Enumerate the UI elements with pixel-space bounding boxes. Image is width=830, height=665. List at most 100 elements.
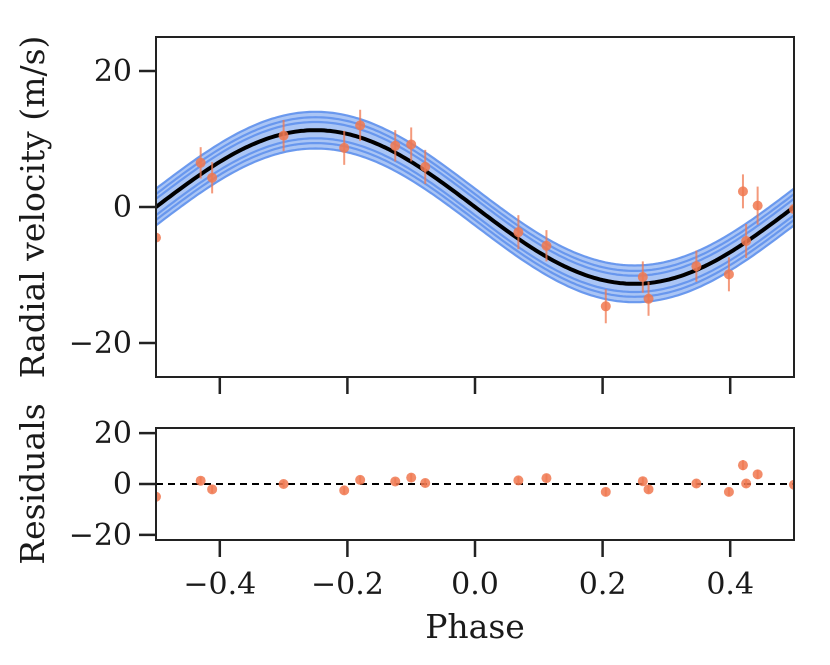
residual-point (420, 477, 431, 488)
rv-marker (600, 301, 611, 312)
residual-marker (637, 476, 648, 487)
residual-ytick-label: 20 (94, 416, 132, 451)
rv-point (420, 149, 431, 184)
residual-point (195, 475, 206, 486)
residual-marker (195, 475, 206, 486)
residual-point (355, 474, 366, 485)
rv-marker (643, 293, 654, 304)
rv-marker (156, 232, 161, 243)
residual-marker (156, 491, 161, 502)
model-curve (156, 128, 794, 286)
rv-point (600, 289, 611, 324)
residual-marker (390, 476, 401, 487)
rv-marker (541, 240, 552, 251)
residual-point (691, 478, 702, 489)
phase-tick-label: −0.2 (311, 567, 384, 602)
residual-point (390, 476, 401, 487)
residual-point (406, 472, 417, 483)
rv-point (278, 119, 289, 152)
residual-marker (643, 484, 654, 495)
rv-point (195, 147, 206, 179)
residual-point (737, 460, 748, 471)
rv-marker (737, 186, 748, 197)
rv-ytick-label: 0 (113, 190, 132, 225)
residual-point (513, 475, 524, 486)
rv-point (789, 193, 794, 225)
rv-ytick-label: 20 (94, 54, 132, 89)
rv-marker (741, 236, 752, 246)
phase-tick-label: −0.4 (183, 567, 256, 602)
phase-tick-label: 0.0 (451, 567, 499, 602)
residual-ylabel: Residuals (13, 403, 52, 564)
rv-marker (195, 157, 206, 168)
residual-point (339, 485, 350, 496)
posterior-draw-line-0-lower (156, 137, 794, 294)
phase-tick-label: 0.4 (706, 567, 754, 602)
rv-marker (637, 272, 648, 283)
rv-marker (789, 204, 794, 215)
rv-ylabel: Radial velocity (m/s) (13, 36, 52, 379)
residual-ticks (139, 431, 732, 557)
residual-ytick-labels: −20 0 20 (69, 416, 132, 553)
residual-marker (278, 479, 289, 489)
rv-marker (691, 261, 702, 272)
rv-point (355, 109, 366, 142)
residual-marker (513, 475, 524, 486)
residual-marker (420, 477, 431, 488)
residual-marker (355, 474, 366, 485)
phase-tick-label: 0.2 (579, 567, 627, 602)
rv-marker (420, 161, 431, 172)
residual-point (156, 491, 161, 502)
residual-point (723, 486, 734, 497)
residual-marker (723, 486, 734, 497)
rv-marker (752, 200, 763, 211)
residual-point (752, 469, 763, 480)
rv-marker (339, 142, 350, 153)
rv-point (723, 257, 734, 292)
rv-ytick-labels: −20 0 20 (69, 54, 132, 361)
rv-point (207, 162, 218, 194)
rv-marker (207, 172, 218, 183)
posterior-draw-line-1-upper (156, 116, 794, 272)
residual-marker (741, 478, 752, 489)
residual-point (741, 478, 752, 489)
rv-marker (355, 120, 366, 131)
residual-marker (406, 472, 417, 483)
posterior-draw-line-1-lower (156, 142, 794, 298)
rv-point (156, 213, 161, 262)
rv-point (741, 224, 752, 258)
rv-ticks (139, 69, 732, 394)
residual-point (600, 486, 611, 497)
residual-point (207, 484, 218, 495)
rv-point (737, 174, 748, 209)
residual-marker (789, 479, 794, 490)
posterior-draw-line-2-lower (156, 147, 794, 304)
residual-marker (600, 486, 611, 497)
rv-point (637, 261, 648, 293)
posterior-draw-line-2-upper (156, 110, 794, 267)
phase-xlabel: Phase (425, 607, 525, 646)
rv-marker (390, 140, 401, 151)
rv-point (752, 186, 763, 225)
phase-tick-labels: −0.4 −0.2 0.0 0.2 0.4 (183, 567, 754, 602)
rv-marker (406, 139, 417, 150)
rv-point (643, 281, 654, 316)
residual-point (637, 476, 648, 487)
residual-marker (541, 473, 552, 484)
rv-point (390, 130, 401, 162)
residual-ytick-label: −20 (69, 518, 132, 553)
residual-point (541, 473, 552, 484)
rv-point (513, 215, 524, 250)
residual-point (278, 479, 289, 489)
rv-marker (278, 130, 289, 141)
rv-marker (723, 269, 734, 280)
residual-points-group (156, 460, 794, 502)
rv-point (406, 127, 417, 162)
residual-point (789, 479, 794, 490)
residual-marker (339, 485, 350, 496)
posterior-draw-line-0-upper (156, 120, 794, 277)
rv-marker (513, 227, 524, 238)
rv-point (691, 250, 702, 282)
residual-marker (207, 484, 218, 495)
